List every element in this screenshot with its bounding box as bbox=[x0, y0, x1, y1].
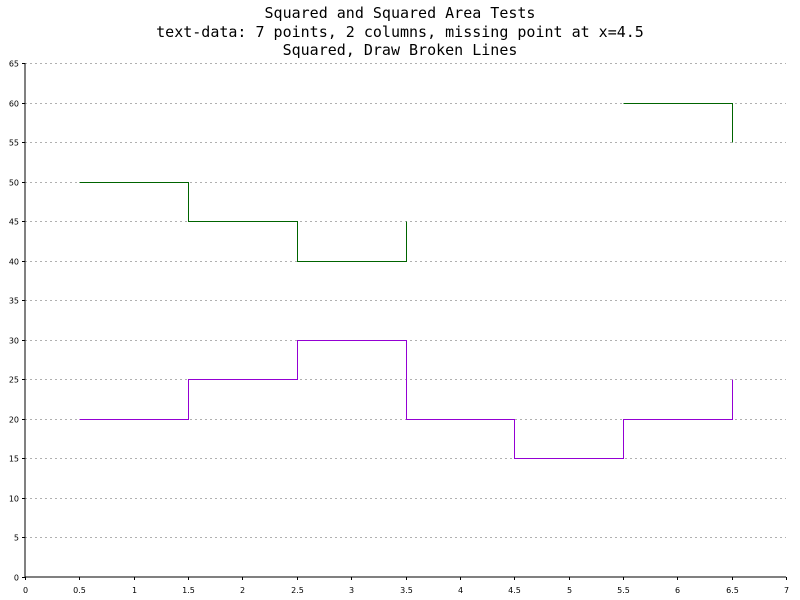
series-1 bbox=[79, 103, 733, 262]
chart-title: Squared and Squared Area Tests text-data… bbox=[156, 4, 644, 59]
y-tick-label-3: 15 bbox=[9, 455, 19, 464]
y-tick-label-2: 10 bbox=[9, 495, 19, 504]
y-tick-label-0: 0 bbox=[14, 574, 19, 583]
x-tick-label-12: 6 bbox=[675, 586, 680, 595]
x-tick-label-3: 1.5 bbox=[182, 586, 195, 595]
y-tick-label-9: 45 bbox=[9, 218, 19, 227]
title-line-1: Squared and Squared Area Tests bbox=[265, 4, 536, 22]
y-tick-label-5: 25 bbox=[9, 376, 19, 385]
series-2-segment-1 bbox=[79, 340, 733, 459]
y-tick-label-7: 35 bbox=[9, 297, 19, 306]
x-tick-label-5: 2.5 bbox=[291, 586, 304, 595]
axes bbox=[24, 63, 786, 578]
x-tick-label-8: 4 bbox=[458, 586, 463, 595]
series-1-segment-1 bbox=[79, 182, 407, 262]
x-tick-label-14: 7 bbox=[784, 586, 789, 595]
y-tick-label-6: 30 bbox=[9, 337, 19, 346]
y-tick-label-11: 55 bbox=[9, 139, 19, 148]
y-axis-ticks: 0 5 10 15 20 25 30 35 40 45 50 55 60 65 bbox=[9, 60, 25, 583]
x-tick-label-0: 0 bbox=[23, 586, 28, 595]
x-axis-ticks: 0 0.5 1 1.5 2 2.5 3 3.5 4 4.5 5 5.5 6 6.5 7 bbox=[23, 577, 789, 595]
y-tick-label-8: 40 bbox=[9, 258, 19, 267]
y-tick-label-4: 20 bbox=[9, 416, 19, 425]
y-tick-label-13: 65 bbox=[9, 60, 19, 69]
title-line-2: text-data: 7 points, 2 columns, missing … bbox=[156, 23, 644, 41]
grid bbox=[25, 63, 786, 538]
x-tick-label-4: 2 bbox=[240, 586, 245, 595]
x-tick-label-13: 6.5 bbox=[726, 586, 739, 595]
x-tick-label-7: 3.5 bbox=[400, 586, 413, 595]
x-tick-label-11: 5.5 bbox=[617, 586, 630, 595]
x-tick-label-10: 5 bbox=[567, 586, 572, 595]
y-tick-label-1: 5 bbox=[14, 534, 19, 543]
plot-series bbox=[79, 103, 733, 459]
x-tick-label-9: 4.5 bbox=[508, 586, 521, 595]
x-tick-label-2: 1 bbox=[132, 586, 137, 595]
x-tick-label-1: 0.5 bbox=[73, 586, 86, 595]
y-tick-label-10: 50 bbox=[9, 179, 19, 188]
series-1-segment-2 bbox=[623, 103, 733, 143]
x-tick-label-6: 3 bbox=[349, 586, 354, 595]
y-tick-label-12: 60 bbox=[9, 100, 19, 109]
series-2 bbox=[79, 340, 733, 459]
title-line-3: Squared, Draw Broken Lines bbox=[283, 41, 518, 59]
